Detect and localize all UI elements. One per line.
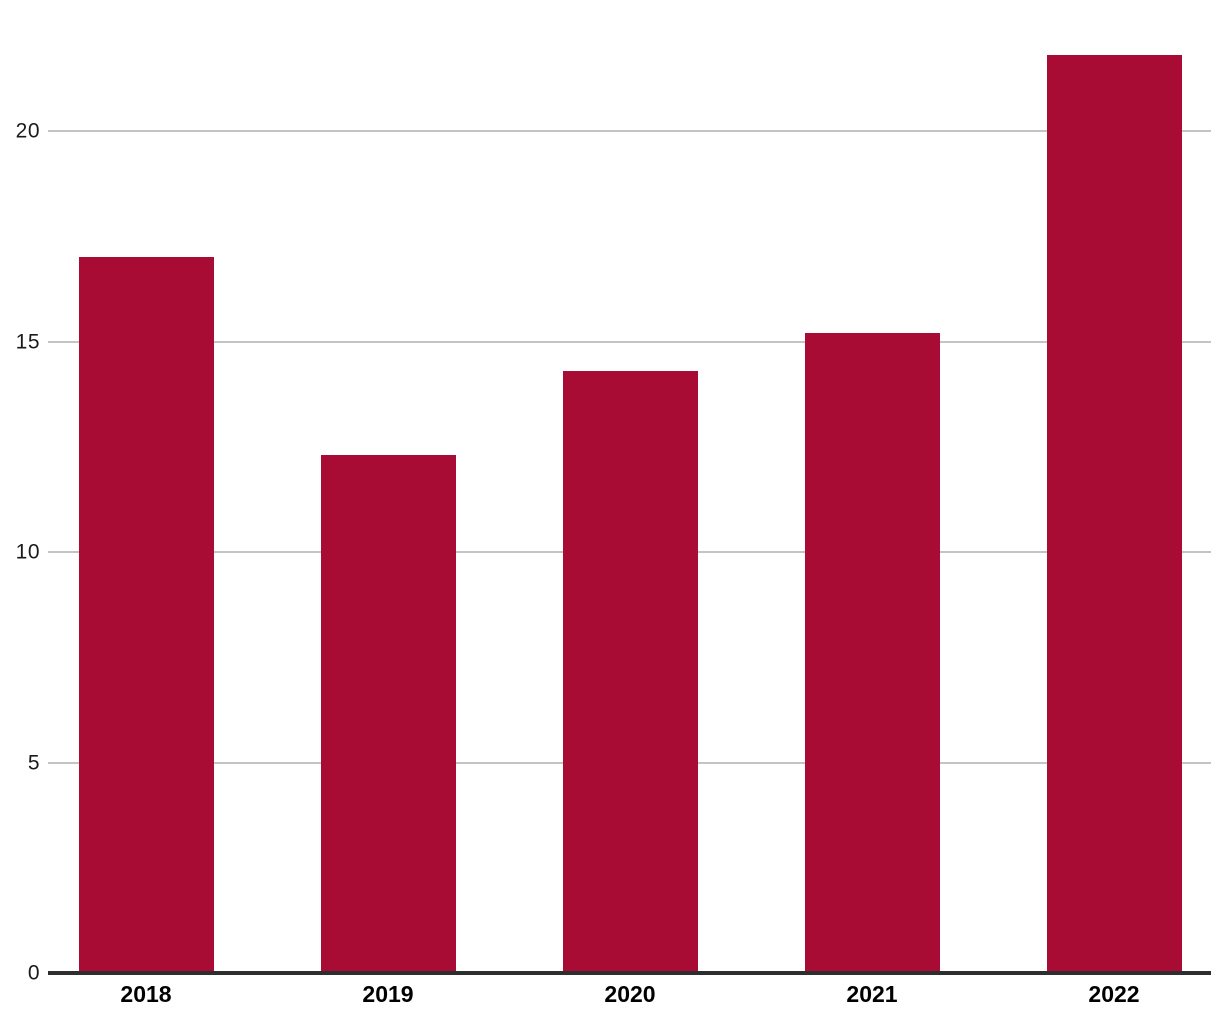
- y-tick-label-10: 10: [15, 540, 40, 564]
- gridline-y-15: [48, 340, 1211, 343]
- gridline-y-20: [48, 130, 1211, 132]
- y-tick-label-0: 0: [27, 961, 40, 985]
- x-axis-line: [48, 971, 1211, 975]
- bar-2022: [1046, 55, 1182, 973]
- x-tick-label-2021: 2021: [846, 981, 898, 1007]
- y-tick-label-20: 20: [15, 119, 40, 143]
- y-tick-label-15: 15: [15, 330, 40, 353]
- bar-2018: [78, 257, 214, 973]
- x-tick-label-2019: 2019: [362, 981, 414, 1007]
- bar-2020: [562, 370, 698, 973]
- bar-2019: [320, 455, 456, 973]
- x-tick-label-2022: 2022: [1088, 981, 1140, 1007]
- y-tick-label-5: 5: [27, 751, 40, 774]
- x-tick-label-2018: 2018: [120, 981, 172, 1007]
- x-tick-label-2020: 2020: [604, 981, 656, 1007]
- bar-2021: [804, 333, 940, 973]
